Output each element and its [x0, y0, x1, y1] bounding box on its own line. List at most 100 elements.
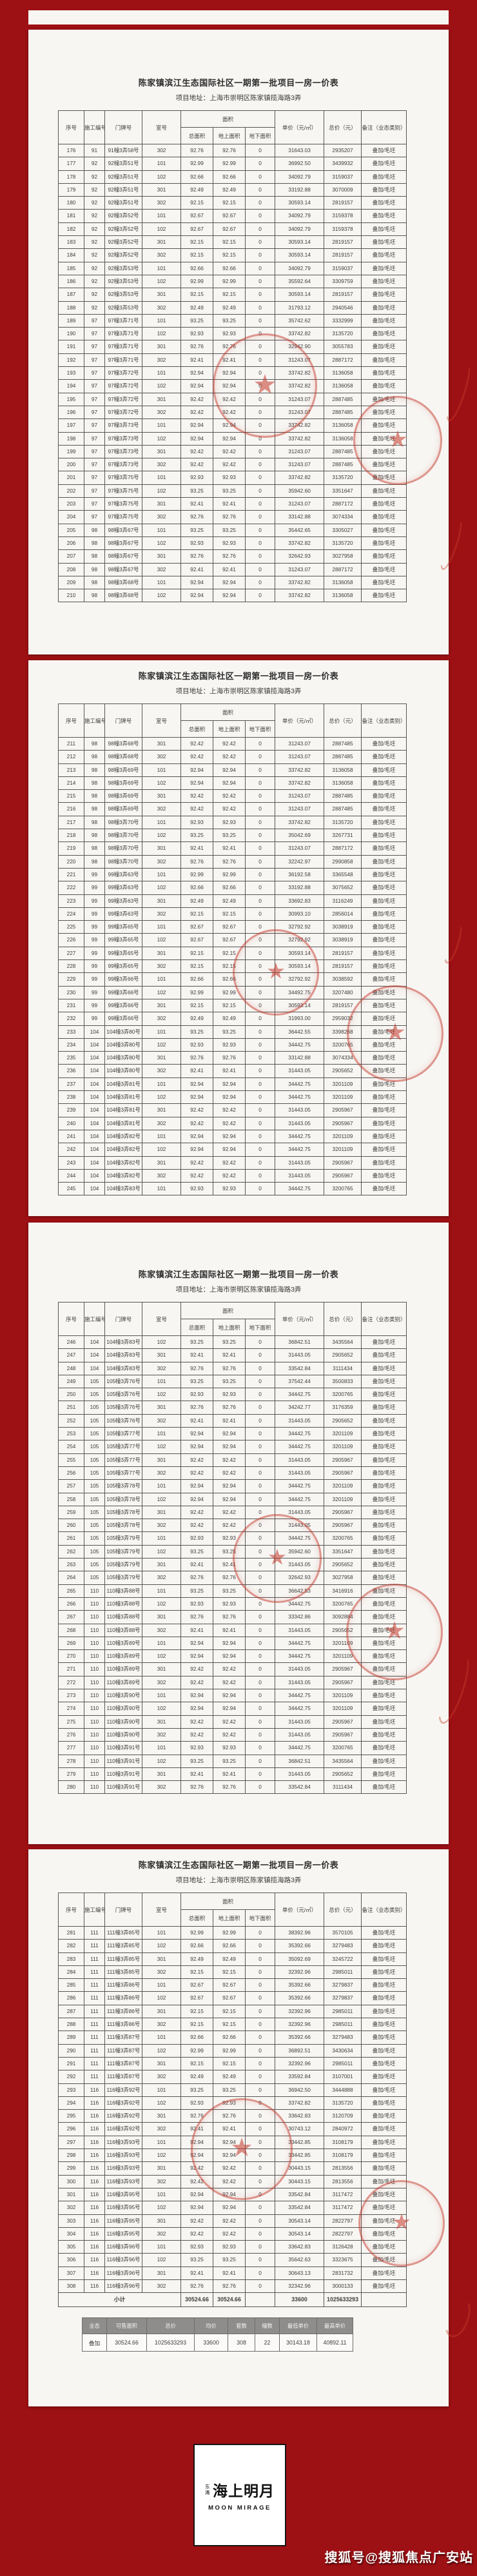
- table-cell: 280: [58, 1780, 84, 1794]
- table-cell: 92.76: [213, 143, 246, 158]
- table-row: 279 110 110幢3弄91号 301 92.41 92.41 0 31443.05 290…: [58, 1767, 407, 1782]
- table-cell: 182: [58, 222, 84, 237]
- table-cell: 2819157: [324, 196, 362, 210]
- table-cell: 叠加/毛坯: [361, 1479, 407, 1493]
- table-cell: 92.41: [213, 497, 246, 511]
- table-cell: 36942.50: [275, 2083, 325, 2097]
- table-cell: 叠加/毛坯: [361, 1388, 407, 1402]
- summary-table: 业态 可售面积 总价 均价 套数 幢数 最低单价 最高单价 叠加 30524.66 10256332…: [82, 2317, 353, 2352]
- column-header: 面积: [180, 703, 276, 721]
- table-cell: 叠加/毛坯: [361, 2056, 407, 2071]
- table-cell: 3116249: [324, 894, 362, 908]
- table-cell: 98幢3弄69号: [104, 802, 142, 816]
- table-cell: 2905967: [324, 1715, 362, 1729]
- table-cell: 3500833: [324, 1374, 362, 1389]
- table-cell: 98: [84, 829, 105, 843]
- table-cell: 92.76: [213, 854, 246, 869]
- table-cell: 33592.84: [275, 2070, 325, 2084]
- table-cell: 叠加/毛坯: [361, 1754, 407, 1768]
- table-cell: 叠加/毛坯: [361, 894, 407, 908]
- table-cell: 301: [142, 1610, 181, 1624]
- table-cell: 叠加/毛坯: [361, 1727, 407, 1742]
- table-cell: 101: [142, 1025, 181, 1039]
- table-cell: 91: [84, 143, 105, 158]
- table-cell: 叠加/毛坯: [361, 2018, 407, 2032]
- table-cell: 92.42: [213, 1715, 246, 1729]
- table-cell: 2819157: [324, 235, 362, 250]
- table-cell: 102: [142, 222, 181, 237]
- table-cell: 301: [142, 1453, 181, 1467]
- table-cell: 243: [58, 1155, 84, 1170]
- table-cell: 3200765: [324, 1182, 362, 1196]
- table-cell: 2813556: [324, 2161, 362, 2176]
- table-cell: 92.42: [213, 736, 246, 751]
- table-cell: 0: [244, 1374, 276, 1389]
- table-cell: 110幢3弄91号: [104, 1741, 142, 1755]
- table-cell: 278: [58, 1754, 84, 1768]
- table-cell: 叠加/毛坯: [361, 1401, 407, 1415]
- table-cell: 叠加/毛坯: [361, 907, 407, 921]
- table-cell: 102: [142, 170, 181, 184]
- table-cell: 小计: [58, 2292, 181, 2308]
- table-cell: 102: [142, 274, 181, 289]
- table-cell: 301: [142, 182, 181, 197]
- table-cell: 110: [84, 1767, 105, 1782]
- table-cell: 2905967: [324, 1662, 362, 1676]
- table-cell: 99: [84, 920, 105, 934]
- table-cell: 0: [244, 2266, 276, 2281]
- table-cell: 225: [58, 920, 84, 934]
- table-cell: 0: [244, 1037, 276, 1052]
- table-cell: 2905967: [324, 1453, 362, 1467]
- table-cell: 叠加/毛坯: [361, 1335, 407, 1350]
- table-cell: 92.67: [180, 920, 213, 934]
- table-cell: 302: [142, 2279, 181, 2294]
- table-cell: 110: [84, 1741, 105, 1755]
- table-cell: 302: [142, 802, 181, 816]
- table-cell: 92.15: [213, 907, 246, 921]
- table-cell: 叠加/毛坯: [361, 1558, 407, 1572]
- table-row: 211 98 98幢3弄68号 301 92.42 92.42 0 31243.07 28874…: [58, 736, 407, 751]
- table-cell: 92.76: [213, 1780, 246, 1794]
- table-cell: 116: [84, 2096, 105, 2110]
- table-row: 281 111 111幢3弄85号 101 92.99 92.99 0 38392.96 357…: [58, 1925, 407, 1940]
- table-cell: 92: [84, 235, 105, 250]
- table-cell: 3200765: [324, 1388, 362, 1402]
- table-cell: 92幢3弄51号: [104, 196, 142, 210]
- table-cell: 0: [244, 575, 276, 590]
- table-cell: 92.15: [213, 2004, 246, 2019]
- table-cell: 33742.82: [275, 431, 325, 446]
- table-cell: 99幢3弄65号: [104, 959, 142, 974]
- table-cell: 92.42: [213, 750, 246, 764]
- table-cell: 31443.05: [275, 1064, 325, 1078]
- table-cell: 0: [244, 458, 276, 472]
- table-cell: 110: [84, 1702, 105, 1716]
- table-cell: 3136058: [324, 366, 362, 380]
- table-cell: 叠加/毛坯: [361, 1978, 407, 1992]
- table-row: 202 97 97幢3弄75号 102 93.25 93.25 0 35942.60 33516…: [58, 484, 407, 498]
- table-cell: 105: [84, 1388, 105, 1402]
- table-cell: 2905652: [324, 1767, 362, 1782]
- table-cell: 0: [244, 1623, 276, 1637]
- table-row: 264 105 105幢3弄79号 302 92.76 92.76 0 32642.93 302…: [58, 1571, 407, 1585]
- table-cell: 0: [244, 1991, 276, 2005]
- table-cell: 0: [244, 248, 276, 262]
- table-cell: 92.76: [180, 510, 213, 524]
- table-cell: 92.99: [180, 157, 213, 171]
- column-header: 单价（元/㎡）: [275, 110, 325, 144]
- table-cell: 92.41: [213, 1623, 246, 1637]
- table-cell: 92.42: [213, 1453, 246, 1467]
- table-cell: 92.99: [180, 867, 213, 882]
- table-cell: 104: [84, 1155, 105, 1170]
- table-cell: 0: [244, 1952, 276, 1966]
- table-cell: 33742.82: [275, 575, 325, 590]
- table-cell: 105: [84, 1427, 105, 1441]
- table-cell: 叠加/毛坯: [361, 763, 407, 777]
- table-cell: 302: [142, 1466, 181, 1480]
- table-cell: 2905967: [324, 1519, 362, 1533]
- table-cell: 叠加/毛坯: [361, 841, 407, 856]
- table-cell: 31443.05: [275, 1348, 325, 1362]
- table-cell: 98幢3弄69号: [104, 763, 142, 777]
- table-row: 179 92 92幢3弄51号 301 92.49 92.49 0 33192.88 30700…: [58, 182, 407, 197]
- table-cell: 92.15: [213, 288, 246, 302]
- table-row: 285 111 111幢3弄86号 101 92.67 92.67 0 35392.66 327…: [58, 1978, 407, 1992]
